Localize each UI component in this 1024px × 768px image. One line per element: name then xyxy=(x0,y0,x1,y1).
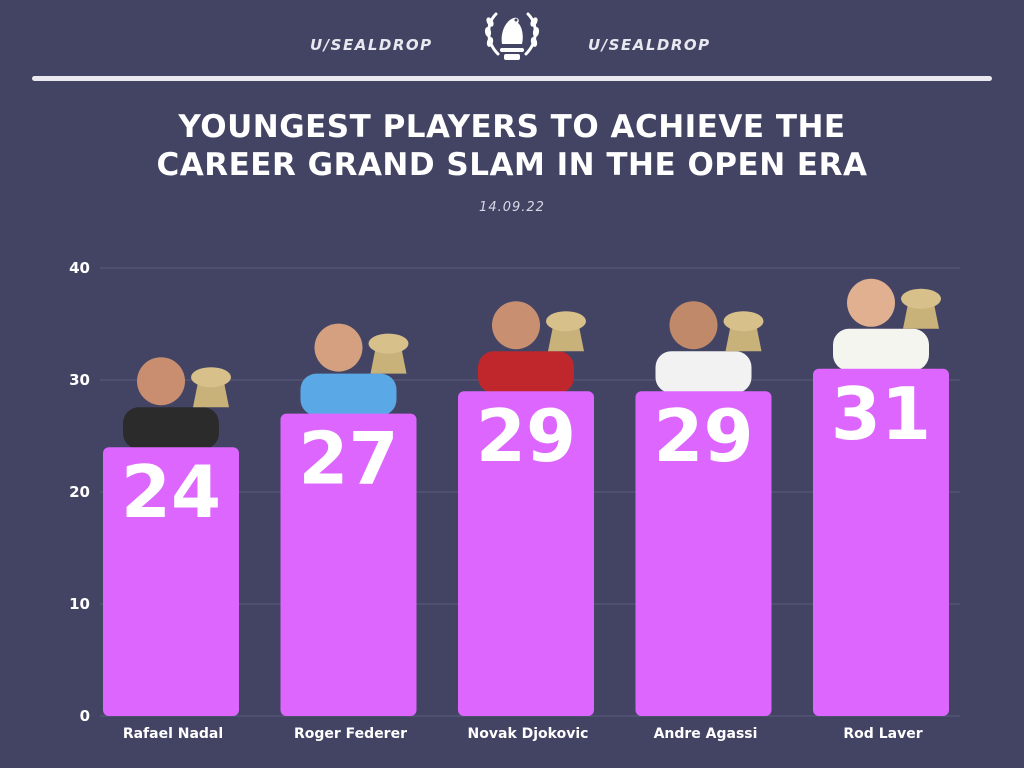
bar xyxy=(280,413,417,716)
player-torso xyxy=(300,373,397,416)
bar xyxy=(458,391,594,716)
trophy-cup-icon xyxy=(901,288,941,309)
y-tick-label: 10 xyxy=(69,595,90,613)
player-head xyxy=(847,278,895,327)
category-label: Rafael Nadal xyxy=(123,726,223,742)
bar-value-label: 24 xyxy=(121,450,221,534)
trophy-cup-icon xyxy=(368,333,409,354)
player-photo xyxy=(833,278,941,371)
brand-handle-right: U/SEALDROP xyxy=(588,36,711,54)
y-tick-label: 20 xyxy=(69,483,90,501)
y-tick-label: 40 xyxy=(69,259,90,277)
trophy-cup-icon xyxy=(723,311,764,332)
player-photo xyxy=(300,323,409,416)
player-torso xyxy=(123,407,219,450)
player-torso xyxy=(655,351,752,394)
player-torso xyxy=(833,328,929,371)
seal-laurel-trophy-icon xyxy=(484,12,540,60)
category-label: Andre Agassi xyxy=(654,726,758,742)
category-label: Rod Laver xyxy=(843,726,922,742)
chart-title: YOUNGEST PLAYERS TO ACHIEVE THE CAREER G… xyxy=(0,108,1024,184)
chart-date: 14.09.22 xyxy=(479,200,545,215)
trophy-cup-icon xyxy=(191,367,231,388)
bar xyxy=(813,368,949,716)
bar xyxy=(635,391,772,716)
trophy-cup-icon xyxy=(546,311,586,332)
player-photo xyxy=(478,301,586,394)
category-label: Roger Federer xyxy=(294,726,407,742)
chart-title-line-1: YOUNGEST PLAYERS TO ACHIEVE THE xyxy=(178,109,846,145)
player-photo xyxy=(123,357,231,450)
bar-value-label: 31 xyxy=(831,372,931,456)
chart-title-line-2: CAREER GRAND SLAM IN THE OPEN ERA xyxy=(156,147,868,183)
player-head xyxy=(314,323,363,372)
player-head xyxy=(492,301,540,350)
category-label: Novak Djokovic xyxy=(468,726,589,742)
bar-value-label: 29 xyxy=(476,394,576,478)
player-head xyxy=(669,301,718,350)
brand-handle-left: U/SEALDROP xyxy=(310,36,433,54)
y-tick-label: 30 xyxy=(69,371,90,389)
bar-value-label: 27 xyxy=(298,417,398,501)
player-photo xyxy=(655,301,764,394)
bar xyxy=(103,447,239,716)
header-divider xyxy=(32,76,992,81)
y-tick-label: 0 xyxy=(80,707,90,725)
player-torso xyxy=(478,351,574,394)
bar-value-label: 29 xyxy=(653,394,753,478)
player-head xyxy=(137,357,185,406)
